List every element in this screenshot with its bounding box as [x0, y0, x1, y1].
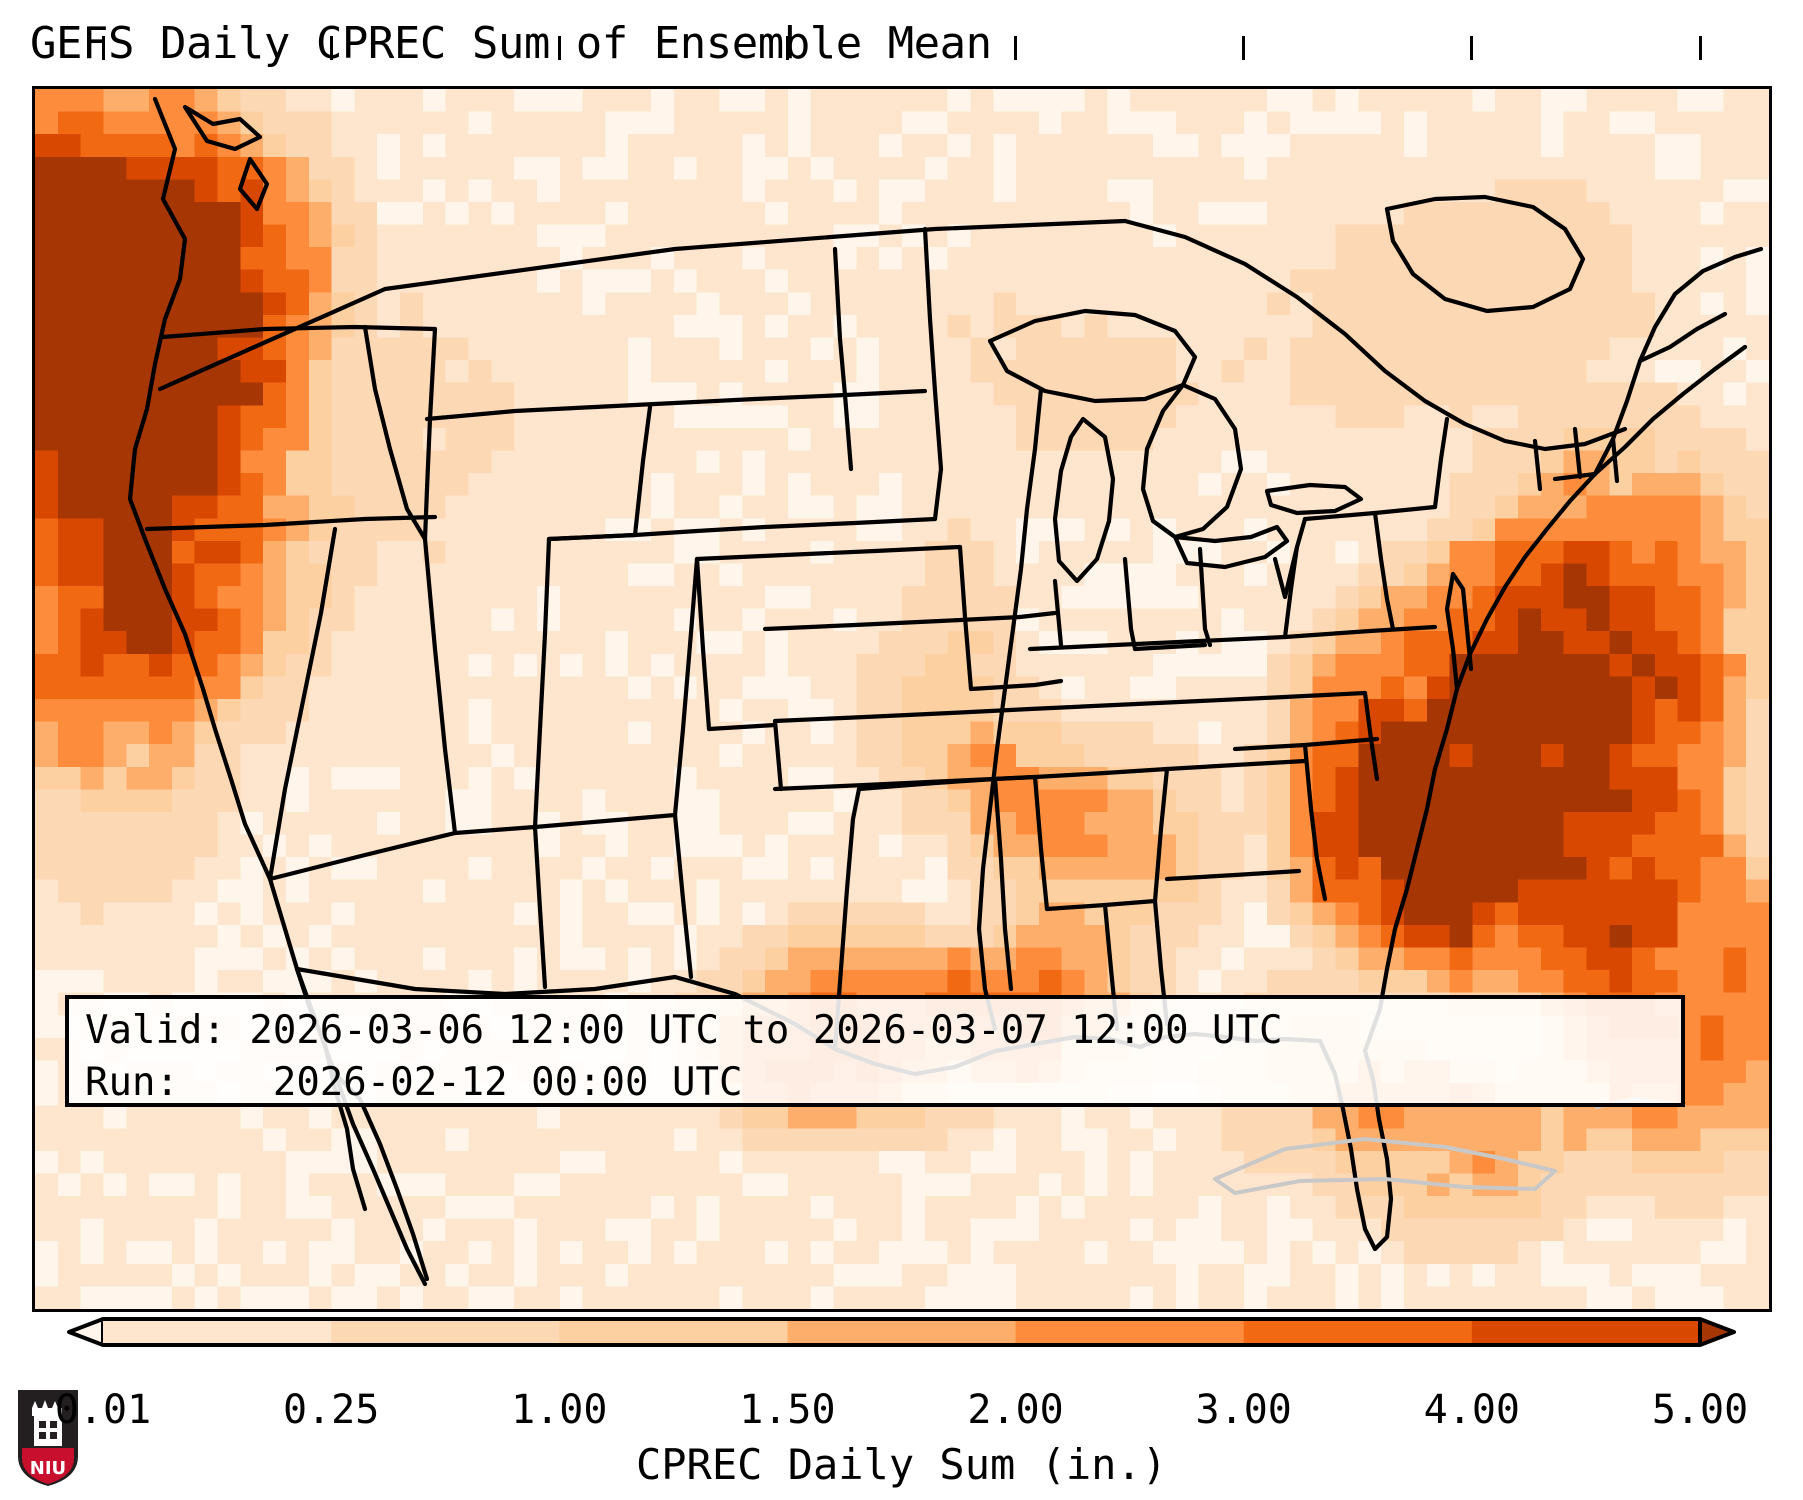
colorbar-tick [557, 36, 561, 60]
niu-logo: NIU [18, 1390, 78, 1486]
info-box: Valid: 2026-03-06 12:00 UTC to 2026-03-0… [65, 995, 1685, 1107]
colorbar-tick [785, 36, 789, 60]
colorbar-tick [1698, 36, 1702, 60]
colorbar-title: CPREC Daily Sum (in.) [635, 1440, 1167, 1489]
colorbar-tick [329, 36, 333, 60]
run-time-text: Run: 2026-02-12 00:00 UTC [85, 1060, 743, 1105]
map-borders-layer [127, 96, 1764, 1287]
colorbar-tick-label: 4.00 [1423, 1387, 1521, 1433]
colorbar-tick-label: 0.01 [54, 1387, 152, 1433]
valid-time-text: Valid: 2026-03-06 12:00 UTC to 2026-03-0… [85, 1008, 1283, 1053]
colorbar-tick-label: 0.25 [282, 1387, 380, 1433]
map-axes[interactable]: Valid: 2026-03-06 12:00 UTC to 2026-03-0… [32, 86, 1772, 1312]
colorbar-tick-layer [0, 0, 1803, 120]
colorbar-swatches [67, 1317, 1736, 1347]
colorbar[interactable] [0, 1315, 1803, 1375]
niu-logo-text: NIU [30, 1458, 66, 1479]
colorbar-tick-label: 5.00 [1651, 1387, 1749, 1433]
colorbar-tick [1242, 36, 1246, 60]
colorbar-tick [1014, 36, 1018, 60]
page-title: GEFS Daily CPREC Sum of Ensemble Mean [30, 18, 992, 69]
colorbar-tick-label: 3.00 [1195, 1387, 1292, 1433]
colorbar-tick-label: 1.00 [511, 1387, 608, 1433]
colorbar-tick [1470, 36, 1474, 60]
colorbar-tick-label: 1.50 [739, 1387, 836, 1433]
colorbar-tick [101, 36, 105, 60]
colorbar-tick-label: 2.00 [967, 1387, 1064, 1433]
